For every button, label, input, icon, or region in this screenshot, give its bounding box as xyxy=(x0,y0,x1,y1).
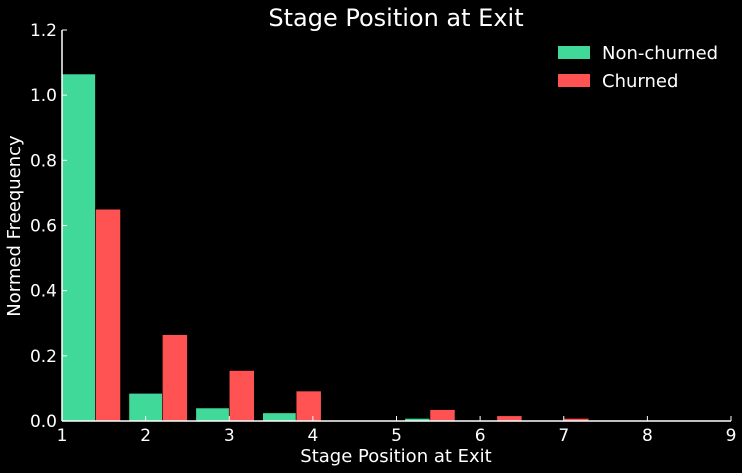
legend-label-non-churned: Non-churned xyxy=(602,43,718,64)
y-tick-label: 0.2 xyxy=(30,347,57,367)
bar-non-churned-3 xyxy=(262,412,297,422)
legend: Non-churned Churned xyxy=(558,43,718,92)
bar-churned-4 xyxy=(429,409,456,422)
x-tick-label: 6 xyxy=(475,426,486,446)
y-tick-label: 0.8 xyxy=(30,151,57,171)
x-tick-label: 9 xyxy=(726,426,737,446)
bar-churned-5 xyxy=(496,415,523,422)
bar-churned-3 xyxy=(295,390,322,422)
bar-churned-2 xyxy=(228,370,255,422)
y-tick-label: 0.4 xyxy=(30,282,57,302)
bars-layer xyxy=(61,73,590,422)
y-tick-label: 1.0 xyxy=(30,86,57,106)
y-axis-label: Normed Freequency xyxy=(4,135,25,317)
x-tick-label: 1 xyxy=(57,426,68,446)
legend-swatch-churned xyxy=(558,74,590,87)
bar-non-churned-2 xyxy=(195,407,230,422)
bar-non-churned-0 xyxy=(61,73,96,422)
x-tick-label: 3 xyxy=(224,426,235,446)
x-tick-label: 2 xyxy=(140,426,151,446)
legend-swatch-non-churned xyxy=(558,46,590,59)
y-tick-label: 0.6 xyxy=(30,217,57,237)
y-ticks: 0.0 0.2 0.4 0.6 0.8 1.0 1.2 xyxy=(30,21,67,432)
x-tick-label: 5 xyxy=(391,426,402,446)
bar-churned-1 xyxy=(162,334,188,422)
x-axis-label: Stage Position at Exit xyxy=(300,446,491,467)
x-tick-label: 7 xyxy=(558,426,569,446)
y-tick-label: 1.2 xyxy=(30,21,57,41)
y-tick-label: 0.0 xyxy=(30,412,57,432)
x-tick-label: 8 xyxy=(642,426,653,446)
x-ticks: 1 2 3 4 5 6 7 8 9 xyxy=(57,416,737,446)
x-tick-label: 4 xyxy=(307,426,318,446)
legend-label-churned: Churned xyxy=(602,71,678,92)
bar-churned-0 xyxy=(95,208,121,422)
chart-title: Stage Position at Exit xyxy=(268,4,523,32)
